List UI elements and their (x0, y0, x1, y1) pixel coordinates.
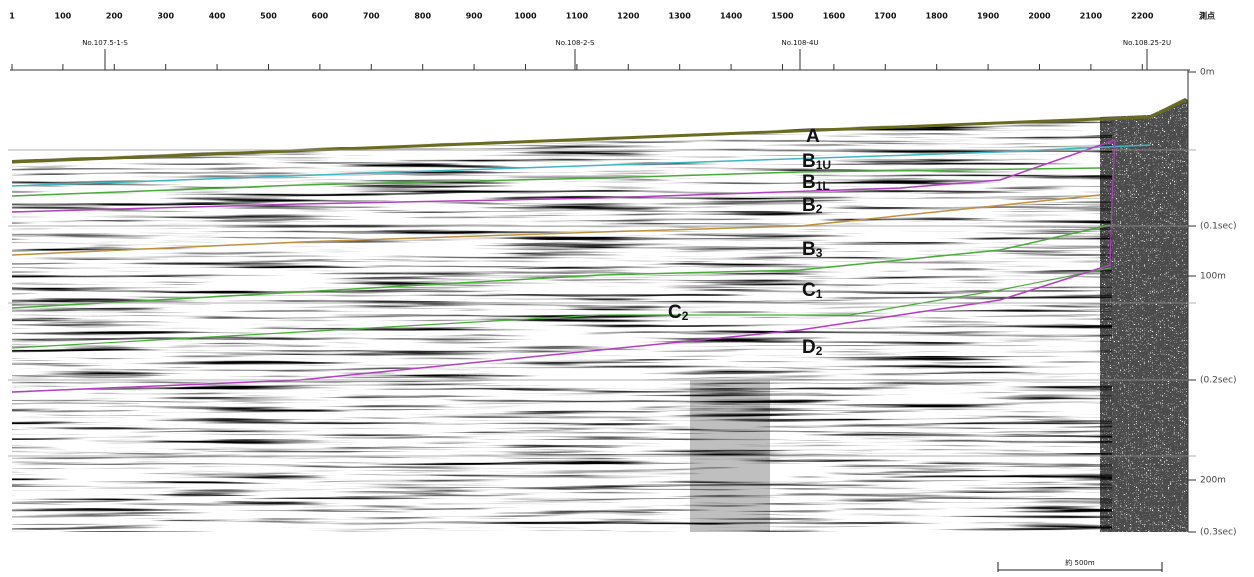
shot-point-label: 1700 (874, 12, 897, 21)
layer-letter: B (802, 151, 816, 172)
scale-bar (997, 562, 1163, 572)
layer-letter: C (668, 302, 682, 323)
layer-label: A (806, 126, 820, 147)
layer-label: D2 (802, 337, 823, 358)
layer-letter: A (806, 126, 820, 147)
shot-point-label: 2200 (1131, 12, 1154, 21)
shot-point-label: 700 (363, 12, 380, 21)
scale-label: 約 500m (1065, 558, 1095, 567)
shot-point-label: 200 (106, 12, 123, 21)
shot-point-label: 100 (55, 12, 72, 21)
depth-label: 100m (1200, 272, 1226, 282)
layer-subscript: 1 (816, 287, 823, 301)
borehole-label: No.108-4U (781, 39, 818, 47)
shot-point-label: 1200 (617, 12, 640, 21)
layer-letter: B (802, 195, 816, 216)
shot-point-unit: 測点 (1199, 11, 1215, 21)
depth-label: 0m (1200, 68, 1215, 78)
layer-letter: B (802, 239, 816, 260)
layer-label: B3 (802, 239, 823, 260)
reference-lines (8, 149, 1196, 457)
shot-point-label: 1500 (771, 12, 794, 21)
shot-point-label: 1400 (720, 12, 743, 21)
shot-point-label: 2000 (1028, 12, 1051, 21)
shot-point-label: 500 (260, 12, 277, 21)
shot-point-label: 1 (9, 12, 15, 21)
layer-letter: B (802, 172, 816, 193)
shot-point-label: 1300 (669, 12, 692, 21)
shot-point-label: 2100 (1080, 12, 1103, 21)
layer-label: B1L (802, 172, 830, 193)
layer-letter: C (802, 280, 816, 301)
shot-point-label: 600 (312, 12, 329, 21)
shot-point-label: 1900 (977, 12, 1000, 21)
borehole-label: No.107.5-1-S (82, 39, 128, 47)
depth-label: 200m (1200, 476, 1226, 486)
layer-label: C1 (802, 280, 823, 301)
layer-subscript: 1U (816, 158, 831, 172)
layer-subscript: 3 (816, 246, 823, 260)
depth-label: (0.2sec) (1200, 376, 1237, 386)
shot-point-label: 1600 (823, 12, 846, 21)
shot-point-label: 300 (157, 12, 174, 21)
shot-point-label: 900 (466, 12, 483, 21)
layer-subscript: 2 (816, 202, 823, 216)
depth-label: (0.1sec) (1200, 222, 1237, 232)
layer-subscript: 2 (816, 344, 823, 358)
shot-point-label: 1100 (566, 12, 589, 21)
shot-point-label: 400 (209, 12, 226, 21)
layer-subscript: 2 (682, 309, 689, 323)
layer-subscript: 1L (816, 179, 830, 193)
layer-letter: D (802, 337, 816, 358)
borehole-label: No.108-2-S (556, 39, 595, 47)
layer-label: B2 (802, 195, 823, 216)
layer-label: C2 (668, 302, 689, 323)
shot-point-label: 1800 (926, 12, 949, 21)
shot-point-label: 800 (414, 12, 431, 21)
layer-label: B1U (802, 151, 831, 172)
depth-label: (0.3sec) (1200, 528, 1237, 538)
shot-point-label: 1000 (514, 12, 537, 21)
borehole-label: No.108.25-2U (1123, 39, 1171, 47)
seismic-section (12, 98, 1188, 532)
